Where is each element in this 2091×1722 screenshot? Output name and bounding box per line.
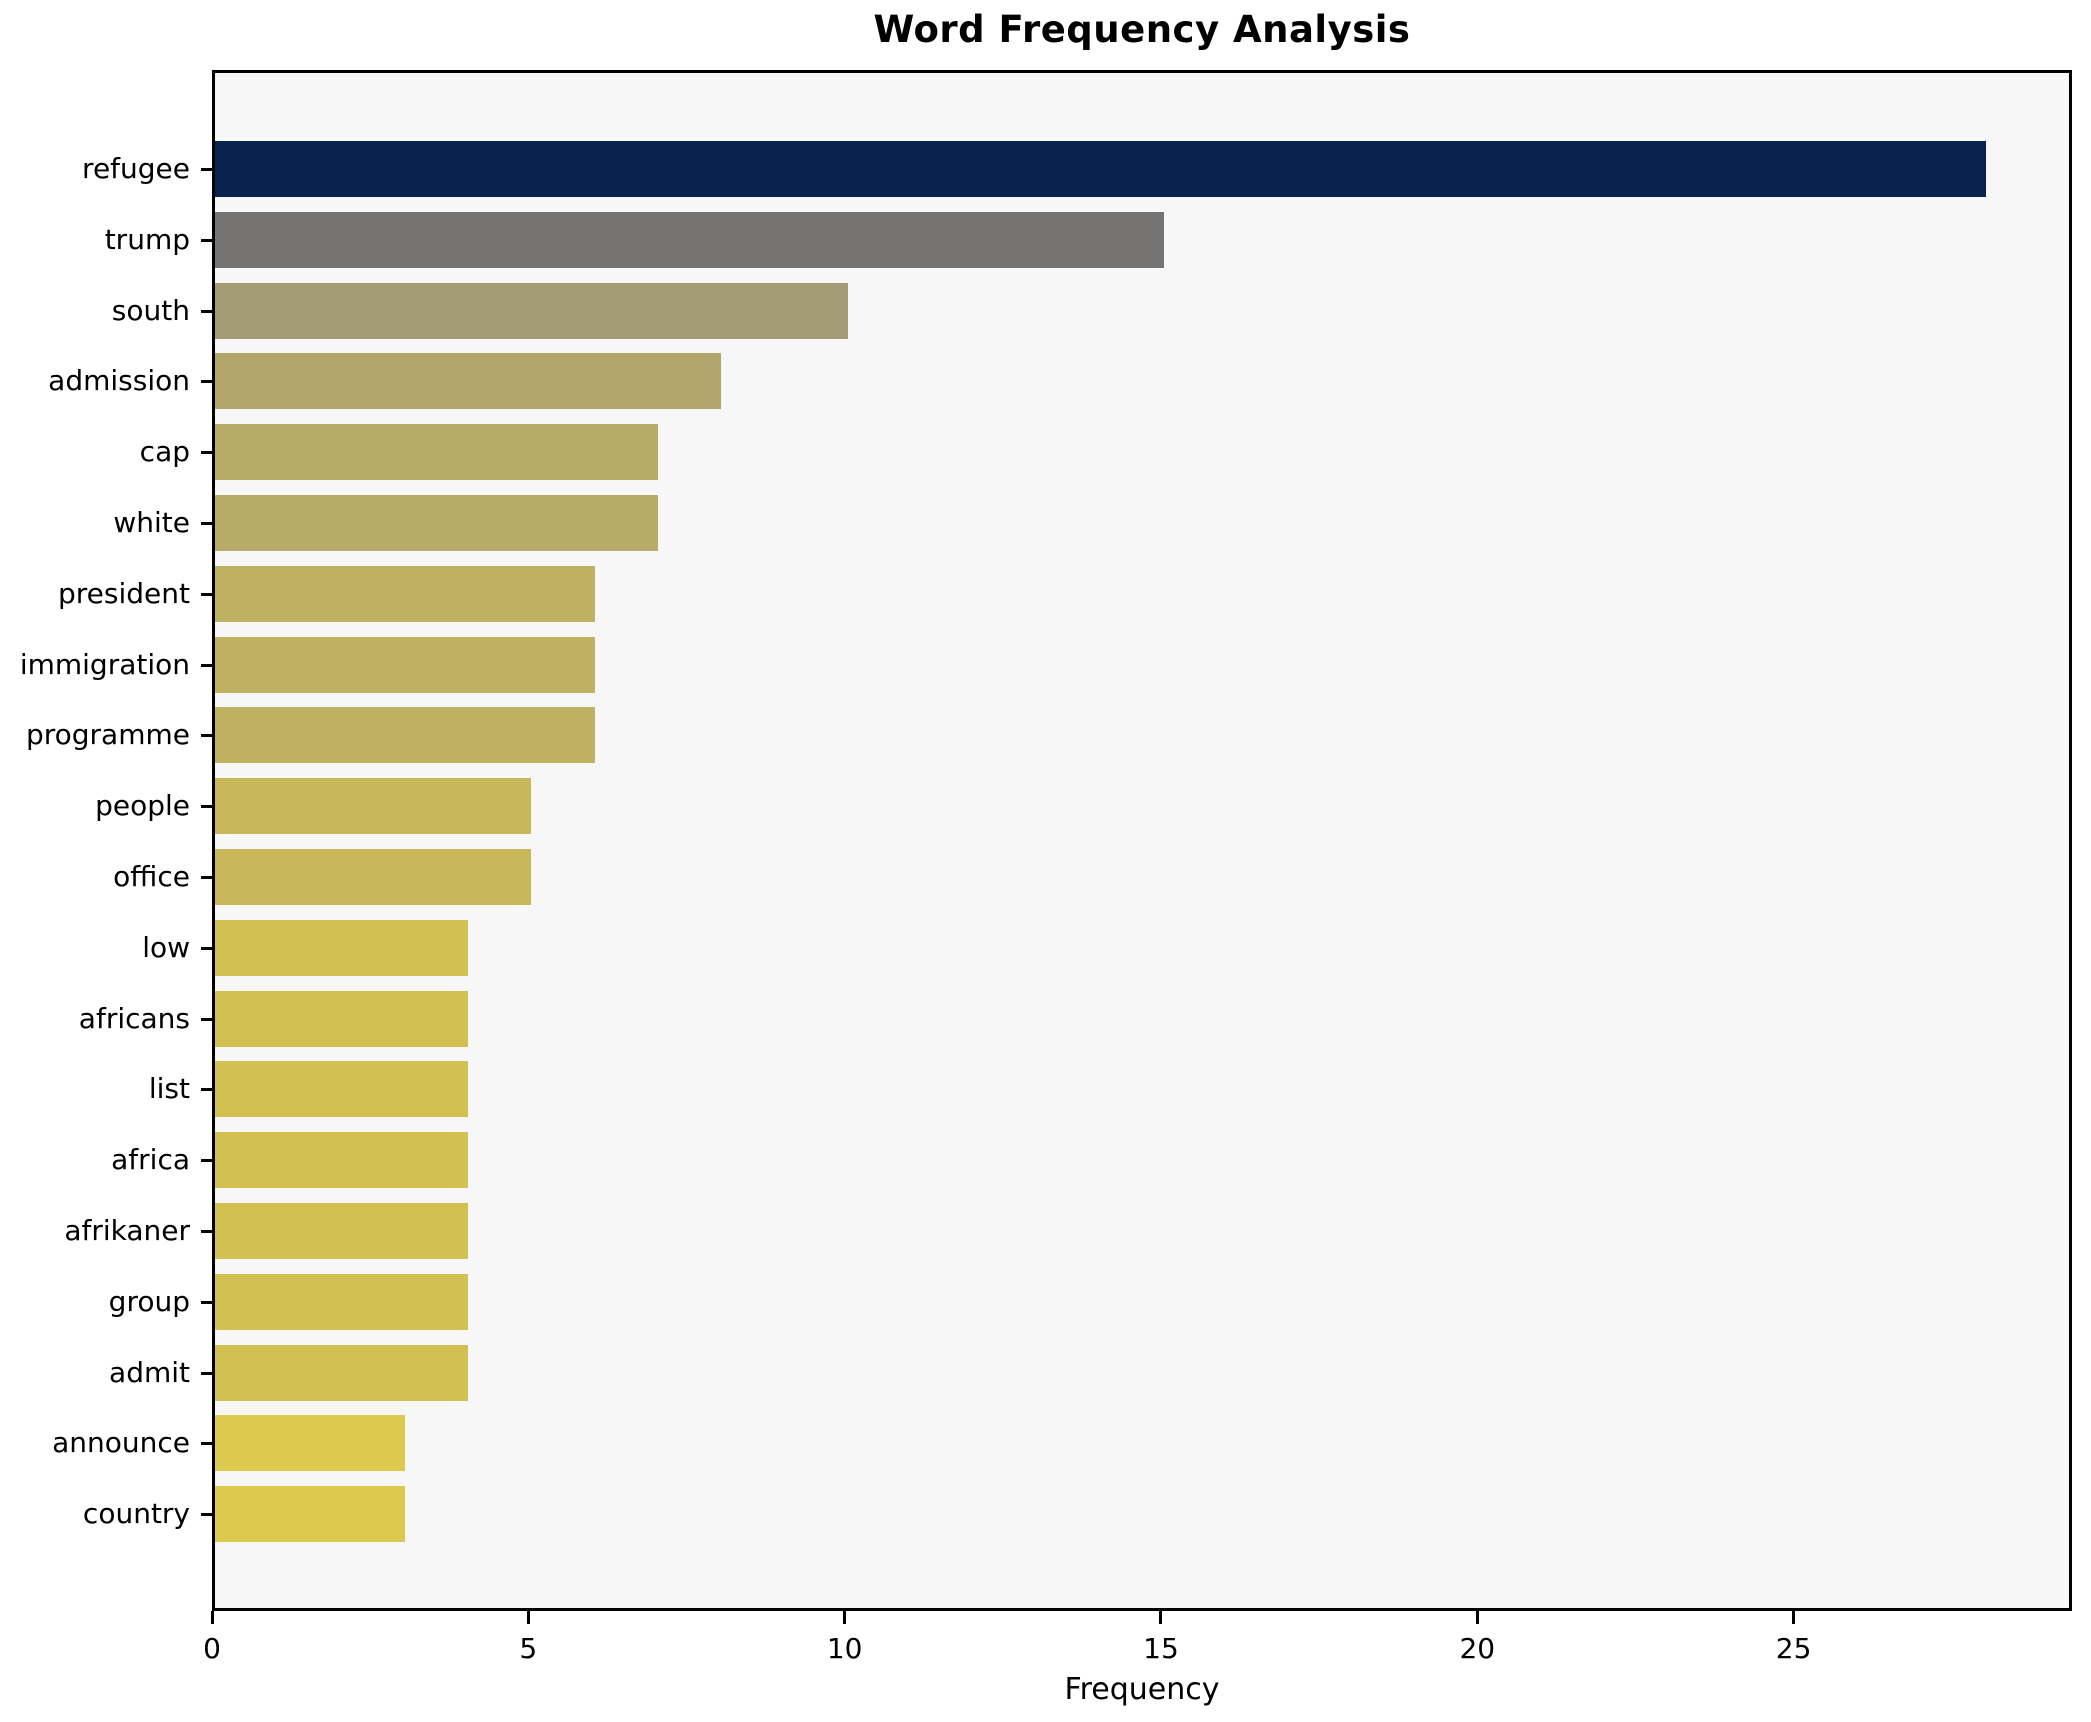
x-tick-label-20: 20: [1459, 1632, 1496, 1665]
y-tick-label-immigration: immigration: [19, 648, 190, 681]
bar-low: [215, 920, 468, 976]
y-tick-mark: [201, 380, 212, 383]
y-tick-mark: [201, 522, 212, 525]
bar-group: [215, 1274, 468, 1330]
bar-refugee: [215, 141, 1986, 197]
bar-people: [215, 778, 531, 834]
y-tick-label-trump: trump: [104, 223, 190, 256]
y-tick-mark: [201, 664, 212, 667]
y-tick-mark: [201, 947, 212, 950]
y-tick-mark: [201, 1301, 212, 1304]
x-tick-label-15: 15: [1143, 1632, 1179, 1665]
y-tick-label-country: country: [82, 1497, 190, 1530]
bar-president: [215, 566, 595, 622]
x-tick-mark: [843, 1611, 847, 1624]
x-tick-mark: [1475, 1611, 1479, 1624]
bar-afrikaner: [215, 1203, 468, 1259]
bar-africa: [215, 1132, 468, 1188]
x-tick-mark: [1159, 1611, 1163, 1624]
y-tick-label-president: president: [58, 577, 190, 610]
bar-programme: [215, 707, 595, 763]
y-tick-label-admission: admission: [48, 364, 190, 397]
x-tick-mark: [526, 1611, 530, 1624]
y-tick-label-programme: programme: [25, 718, 190, 751]
y-tick-mark: [201, 1513, 212, 1516]
y-tick-mark: [201, 593, 212, 596]
y-tick-mark: [201, 239, 212, 242]
y-tick-mark: [201, 1159, 212, 1162]
chart-title: Word Frequency Analysis: [873, 8, 1411, 51]
x-tick-mark: [210, 1611, 214, 1624]
y-tick-mark: [201, 1088, 212, 1091]
bar-trump: [215, 212, 1164, 268]
bar-immigration: [215, 637, 595, 693]
bar-list: [215, 1061, 468, 1117]
x-tick-label-10: 10: [826, 1632, 863, 1665]
y-tick-label-white: white: [113, 506, 190, 539]
bar-admit: [215, 1345, 468, 1401]
y-tick-mark: [201, 1230, 212, 1233]
y-tick-mark: [201, 451, 212, 454]
y-tick-label-announce: announce: [52, 1426, 190, 1459]
y-tick-label-low: low: [142, 931, 190, 964]
y-tick-mark: [201, 310, 212, 313]
y-tick-label-list: list: [148, 1072, 190, 1105]
y-tick-label-people: people: [95, 789, 190, 822]
bar-announce: [215, 1415, 405, 1471]
bar-admission: [215, 353, 721, 409]
y-tick-label-refugee: refugee: [82, 152, 190, 185]
bar-office: [215, 849, 531, 905]
bar-cap: [215, 424, 658, 480]
y-tick-mark: [201, 805, 212, 808]
y-tick-label-cap: cap: [139, 435, 190, 468]
y-tick-label-afrikaner: afrikaner: [64, 1214, 190, 1247]
y-tick-mark: [201, 876, 212, 879]
y-tick-mark: [201, 734, 212, 737]
x-tick-label-0: 0: [203, 1632, 221, 1665]
y-tick-label-africans: africans: [78, 1002, 190, 1035]
x-axis-title: Frequency: [1064, 1672, 1220, 1707]
y-tick-mark: [201, 1372, 212, 1375]
y-tick-label-africa: africa: [111, 1143, 190, 1176]
y-tick-mark: [201, 1442, 212, 1445]
x-tick-label-25: 25: [1775, 1632, 1812, 1665]
y-tick-label-admit: admit: [109, 1356, 190, 1389]
y-tick-label-office: office: [113, 860, 190, 893]
x-tick-label-5: 5: [519, 1632, 538, 1665]
bar-south: [215, 283, 848, 339]
bar-africans: [215, 991, 468, 1047]
y-tick-label-south: south: [111, 294, 190, 327]
plot-area: [212, 70, 2072, 1611]
x-tick-mark: [1792, 1611, 1796, 1624]
y-tick-mark: [201, 168, 212, 171]
bar-white: [215, 495, 658, 551]
y-tick-mark: [201, 1018, 212, 1021]
y-tick-label-group: group: [108, 1285, 190, 1318]
bar-country: [215, 1486, 405, 1542]
